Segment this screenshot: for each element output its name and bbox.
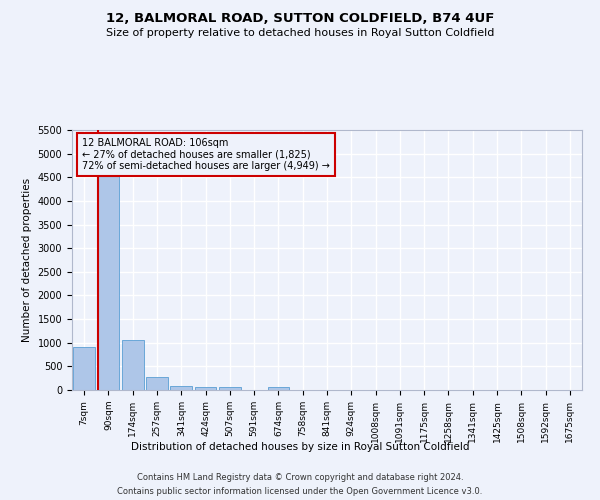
Bar [146,377,168,390]
Bar [122,340,143,390]
Bar [194,387,217,390]
Bar [219,388,241,390]
Bar [268,387,289,390]
Bar [170,386,192,390]
Text: 12, BALMORAL ROAD, SUTTON COLDFIELD, B74 4UF: 12, BALMORAL ROAD, SUTTON COLDFIELD, B74… [106,12,494,26]
Text: Size of property relative to detached houses in Royal Sutton Coldfield: Size of property relative to detached ho… [106,28,494,38]
Bar [73,348,95,390]
Y-axis label: Number of detached properties: Number of detached properties [22,178,32,342]
Text: Contains HM Land Registry data © Crown copyright and database right 2024.: Contains HM Land Registry data © Crown c… [137,472,463,482]
Text: Distribution of detached houses by size in Royal Sutton Coldfield: Distribution of detached houses by size … [131,442,469,452]
Bar [97,175,119,390]
Text: Contains public sector information licensed under the Open Government Licence v3: Contains public sector information licen… [118,488,482,496]
Text: 12 BALMORAL ROAD: 106sqm
← 27% of detached houses are smaller (1,825)
72% of sem: 12 BALMORAL ROAD: 106sqm ← 27% of detach… [82,138,330,171]
